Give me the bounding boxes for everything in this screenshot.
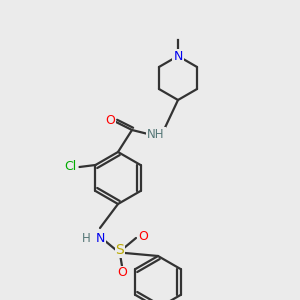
Text: O: O xyxy=(105,115,115,128)
Text: O: O xyxy=(117,266,127,280)
Text: Cl: Cl xyxy=(64,160,76,173)
Text: S: S xyxy=(116,243,124,257)
Text: N: N xyxy=(95,232,105,245)
Text: O: O xyxy=(138,230,148,242)
Text: H: H xyxy=(82,232,90,245)
Text: NH: NH xyxy=(147,128,165,140)
Text: N: N xyxy=(173,50,183,62)
